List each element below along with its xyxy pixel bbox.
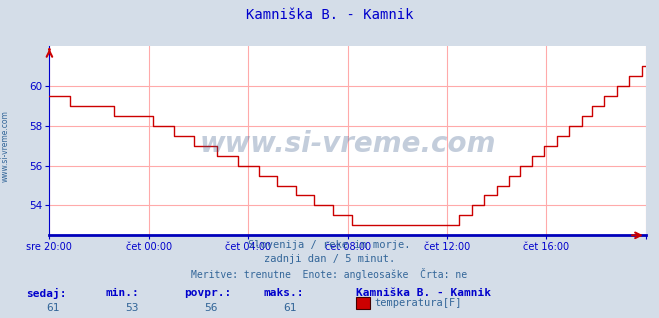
Text: maks.:: maks.: <box>264 288 304 298</box>
Text: temperatura[F]: temperatura[F] <box>374 298 462 308</box>
Text: www.si-vreme.com: www.si-vreme.com <box>1 110 10 182</box>
Text: Kamniška B. - Kamnik: Kamniška B. - Kamnik <box>246 8 413 22</box>
Text: Kamniška B. - Kamnik: Kamniška B. - Kamnik <box>356 288 491 298</box>
Text: min.:: min.: <box>105 288 139 298</box>
Text: 53: 53 <box>125 303 138 313</box>
Text: 61: 61 <box>283 303 297 313</box>
Text: povpr.:: povpr.: <box>185 288 232 298</box>
Text: Meritve: trenutne  Enote: angleosaške  Črta: ne: Meritve: trenutne Enote: angleosaške Črt… <box>191 268 468 280</box>
Text: sedaj:: sedaj: <box>26 288 67 299</box>
Text: Slovenija / reke in morje.: Slovenija / reke in morje. <box>248 240 411 250</box>
Text: 56: 56 <box>204 303 217 313</box>
Text: zadnji dan / 5 minut.: zadnji dan / 5 minut. <box>264 254 395 264</box>
Text: www.si-vreme.com: www.si-vreme.com <box>200 130 496 158</box>
Text: 61: 61 <box>46 303 59 313</box>
